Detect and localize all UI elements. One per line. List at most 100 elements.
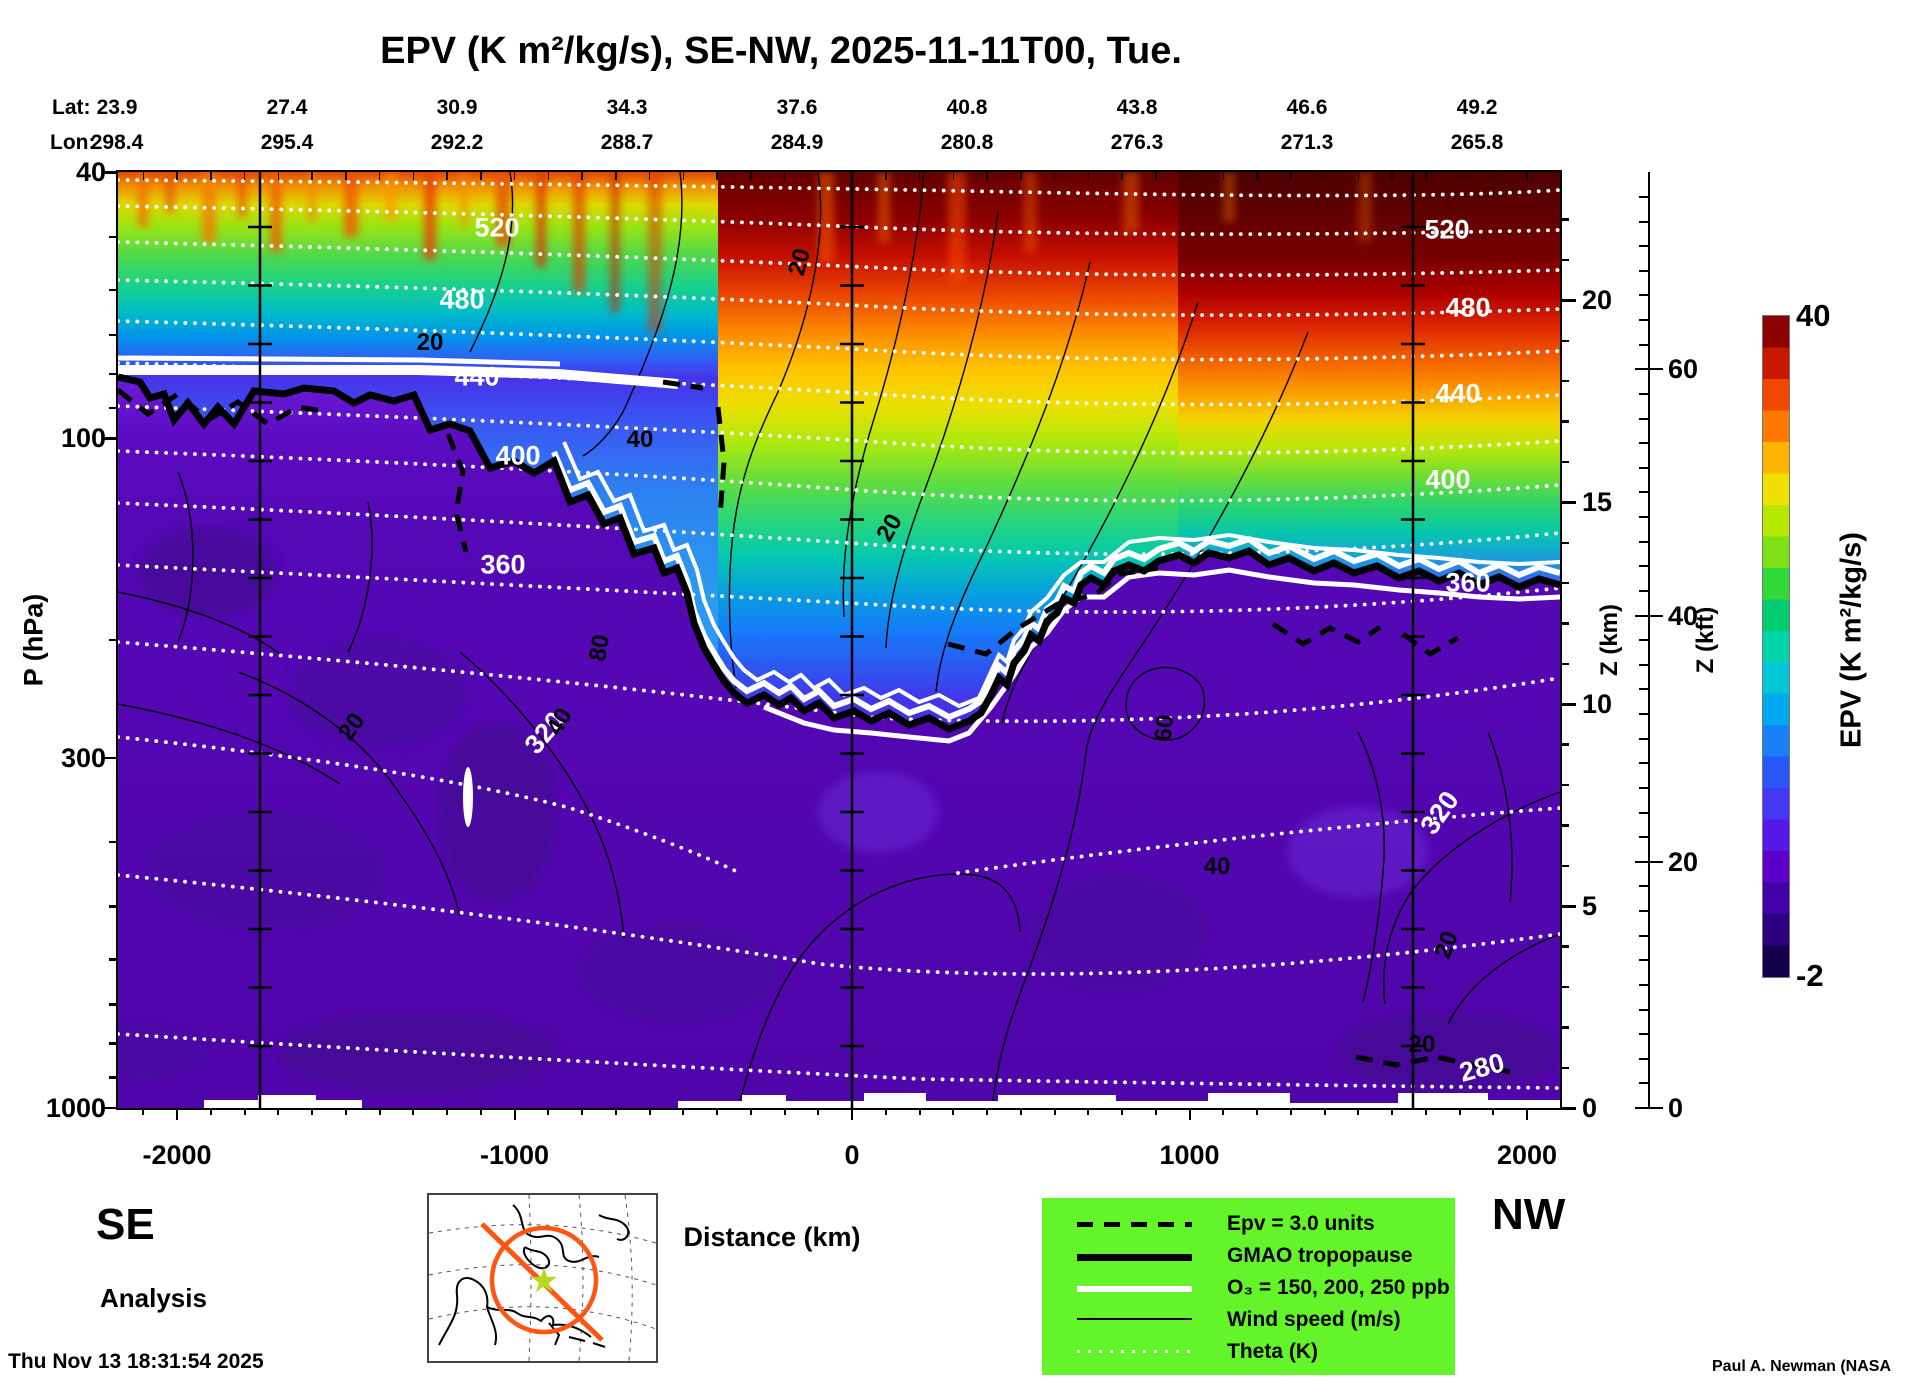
zkft-tick: [1639, 959, 1649, 962]
pressure-tick: [109, 1003, 118, 1006]
legend-label-o3: O₃ = 150, 200, 250 ppb: [1227, 1276, 1450, 1299]
lon-value: 298.4: [90, 131, 144, 154]
distance-tick-top: [446, 172, 448, 180]
distance-tick-top: [210, 172, 212, 180]
theta-label: 480: [439, 284, 485, 315]
zkm-tick: [1560, 460, 1569, 464]
distance-tick-top: [378, 172, 381, 180]
distance-tick: [378, 1108, 381, 1115]
zkft-tick: [1639, 294, 1649, 297]
theta-contours: [118, 178, 1560, 1090]
zkft-tick: [1639, 762, 1649, 765]
tropopause-line: [118, 373, 1560, 733]
zkm-tick: [1560, 864, 1569, 868]
zkm-tick: [1560, 662, 1569, 666]
zkm-tick: [1560, 783, 1569, 787]
legend-row: Wind speed (m/s): [1042, 1304, 1455, 1336]
distance-tick: [209, 1108, 212, 1115]
theta-label: 400: [1425, 464, 1471, 495]
distance-tick: [1154, 1108, 1157, 1115]
distance-tick: [1019, 1108, 1022, 1115]
distance-tick-label: -1000: [479, 1140, 550, 1170]
distance-tick: [277, 1108, 280, 1115]
contour-labels-layer: 520 480 440 400 360 320 520 480 440 400 360 320 280 2…: [118, 172, 1560, 1108]
nw-endpoint-label: NW: [1492, 1190, 1566, 1239]
zkft-tick: [1639, 836, 1649, 839]
zkft-tick-label: 0: [1668, 1093, 1684, 1123]
wind-label: 60: [1149, 713, 1180, 743]
distance-tick-top: [311, 172, 313, 180]
distance-tick-top: [952, 172, 954, 180]
zkft-tick: [1639, 417, 1649, 420]
distance-tick-top: [986, 172, 988, 180]
pressure-tick: [102, 437, 118, 440]
zkm-tick: [1560, 945, 1569, 948]
creation-timestamp: Thu Nov 13 18:31:54 2025: [8, 1350, 264, 1373]
pressure-axis-label: P (hPa): [18, 593, 49, 687]
pressure-tick: [109, 372, 118, 376]
distance-tick-top: [277, 172, 279, 180]
wind-label: 80: [583, 632, 616, 664]
distance-tick: [1492, 1108, 1495, 1115]
zkft-tick: [1635, 1107, 1663, 1109]
lat-value: 49.2: [1456, 96, 1498, 119]
distance-tick: [1323, 1108, 1326, 1115]
distance-tick: [918, 1108, 921, 1115]
map-region-circle: [489, 1225, 599, 1335]
lon-value: 280.8: [940, 131, 994, 154]
map-location-star: ★: [529, 1262, 559, 1300]
zkft-tick: [1639, 442, 1649, 445]
zkft-tick: [1639, 885, 1649, 888]
legend-label-wind: Wind speed (m/s): [1227, 1308, 1401, 1331]
zkft-tick: [1639, 589, 1649, 592]
pressure-tick-label: 100: [60, 423, 106, 454]
zkm-tick: [1560, 379, 1569, 383]
zkft-tick: [1639, 1082, 1649, 1085]
distance-tick: [581, 1108, 583, 1115]
zkft-tick: [1639, 195, 1649, 198]
distance-tick: [1188, 1108, 1191, 1120]
distance-tick-top: [648, 172, 651, 180]
distance-tick-top: [1053, 172, 1056, 180]
distance-tick-top: [547, 172, 549, 180]
distance-tick-top: [581, 172, 583, 180]
pressure-tick: [102, 756, 118, 760]
lat-value: 43.8: [1116, 96, 1158, 119]
distance-tick-top: [243, 172, 246, 180]
distance-tick-top: [918, 172, 921, 180]
distance-tick: [1289, 1108, 1292, 1115]
zkft-tick: [1639, 1033, 1649, 1036]
zkft-tick: [1639, 983, 1649, 986]
zkm-tick: [1560, 824, 1569, 827]
lat-value: 30.9: [436, 96, 478, 119]
distance-tick-top: [513, 172, 516, 180]
pressure-tick: [102, 1106, 118, 1110]
zkft-tick: [1639, 565, 1649, 568]
wind-label: 40: [626, 426, 654, 453]
zkft-tick: [1639, 688, 1649, 691]
colorbar-max: 40: [1796, 298, 1831, 333]
lat-value: 34.3: [606, 96, 648, 119]
legend-sample-wind: [1077, 1318, 1192, 1320]
legend-row: O₃ = 150, 200, 250 ppb: [1042, 1272, 1455, 1304]
distance-tick: [1526, 1108, 1528, 1120]
distance-tick-label: -2000: [142, 1140, 212, 1170]
zkft-tick-label: 60: [1668, 354, 1699, 385]
pressure-tick: [109, 235, 118, 239]
zkm-tick: [1560, 218, 1569, 221]
distance-tick: [547, 1108, 550, 1115]
zkft-tick: [1639, 663, 1649, 666]
distance-tick-top: [1188, 172, 1191, 180]
zkm-tick: [1560, 581, 1569, 585]
zkm-tick: [1560, 1107, 1576, 1110]
distance-tick-top: [750, 172, 752, 180]
distance-tick: [1424, 1108, 1427, 1115]
lat-value: 37.6: [776, 96, 818, 119]
map-transect-line: [480, 1222, 604, 1342]
distance-tick-top: [1087, 172, 1089, 180]
colorbar: [1762, 315, 1790, 978]
distance-tick: [1458, 1108, 1461, 1115]
legend-row: Theta (K): [1042, 1336, 1455, 1368]
theta-label: 440: [1435, 378, 1481, 409]
